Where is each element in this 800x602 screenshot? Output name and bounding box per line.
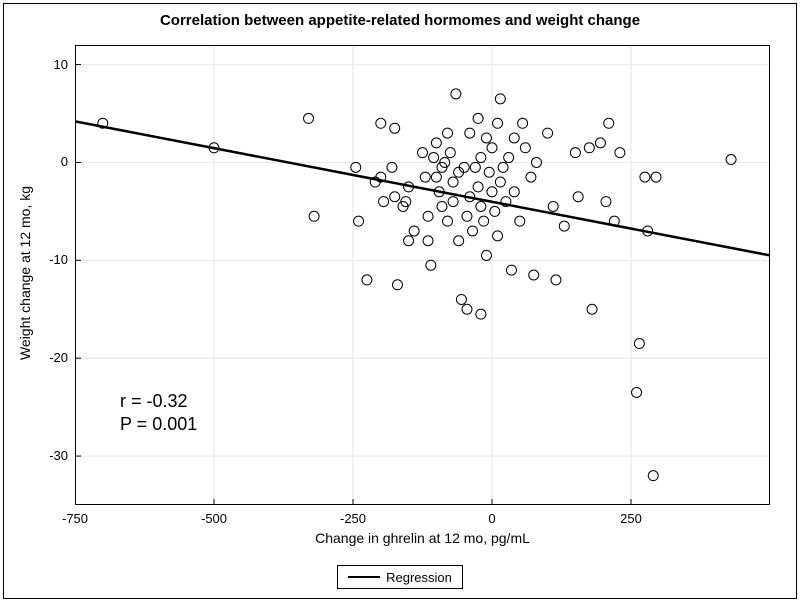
legend: Regression	[337, 565, 463, 589]
y-axis-label: Weight change at 12 mo, kg	[17, 183, 33, 363]
correlation-annotation: r = -0.32 P = 0.001	[120, 390, 197, 437]
x-tick: -500	[189, 511, 239, 526]
x-tick: 250	[606, 511, 656, 526]
legend-label: Regression	[386, 570, 452, 585]
y-tick: -30	[30, 448, 68, 463]
annotation-r: r = -0.32	[120, 390, 197, 413]
y-tick: -10	[30, 252, 68, 267]
x-tick: -750	[50, 511, 100, 526]
chart-title: Correlation between appetite-related hor…	[3, 12, 797, 29]
x-tick: 0	[467, 511, 517, 526]
y-tick: 0	[30, 154, 68, 169]
y-tick: -20	[30, 350, 68, 365]
y-tick: 10	[30, 57, 68, 72]
annotation-p: P = 0.001	[120, 413, 197, 436]
x-axis-label: Change in ghrelin at 12 mo, pg/mL	[75, 530, 770, 546]
legend-line-sample	[348, 576, 380, 578]
x-tick: -250	[328, 511, 378, 526]
